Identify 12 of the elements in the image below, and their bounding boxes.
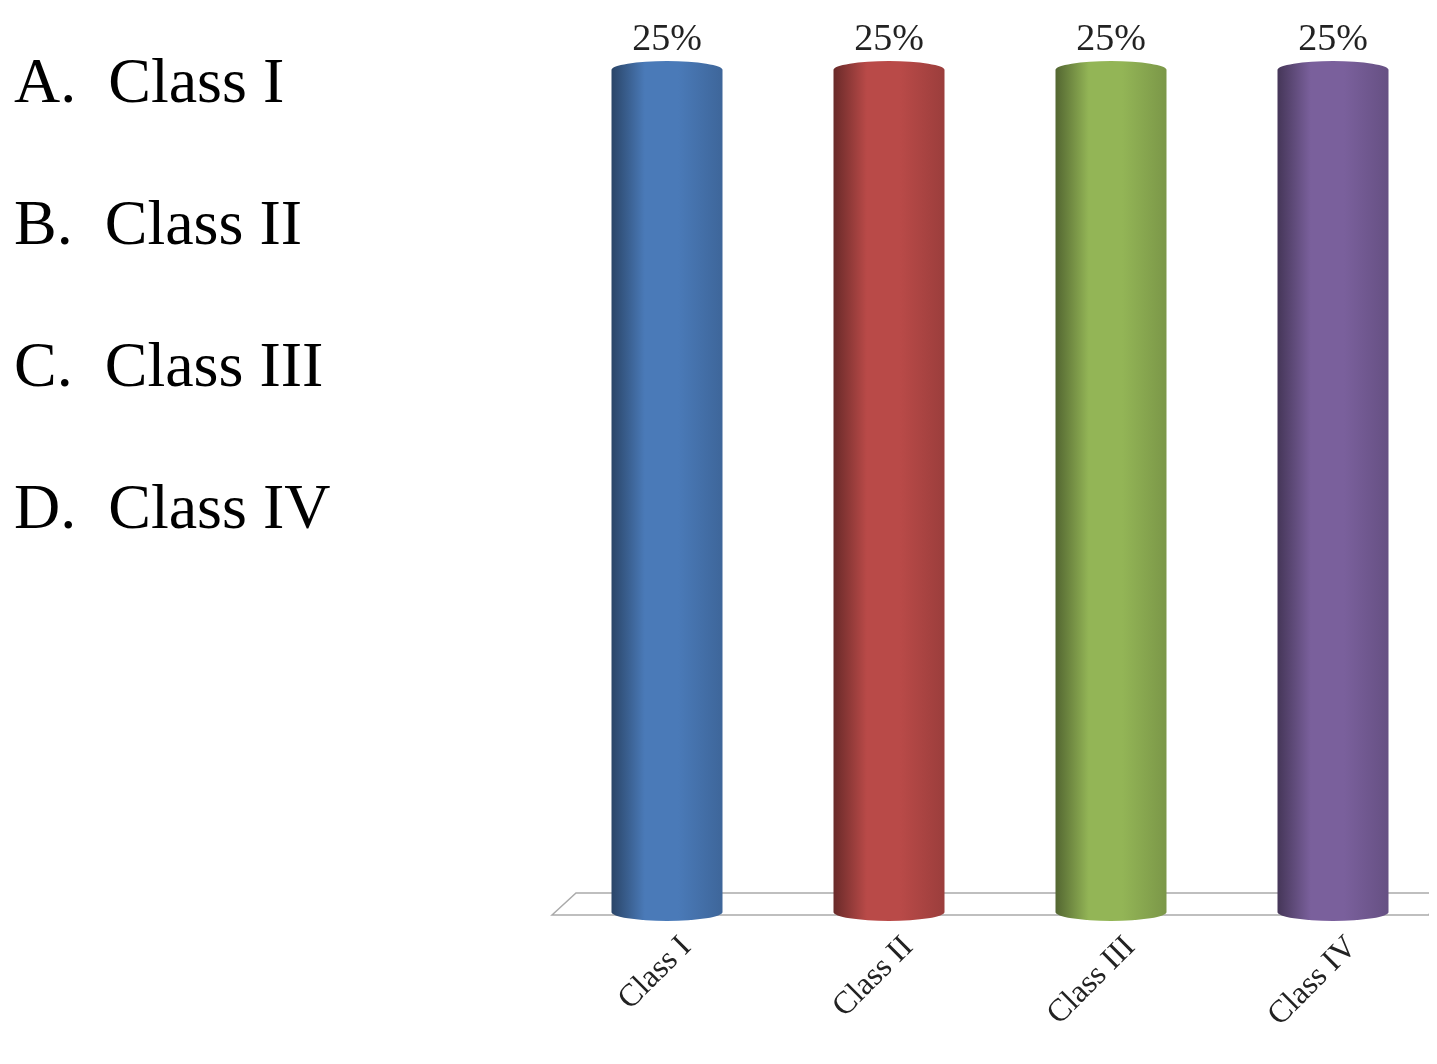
text: B. Class II — [14, 187, 302, 258]
text: A. Class I — [14, 45, 285, 116]
text: C. Class III — [14, 329, 324, 400]
data-label: 25% — [1076, 16, 1146, 58]
x-tick-label: Class III — [1038, 927, 1142, 1031]
data-label: 25% — [854, 16, 924, 58]
data-label: 25% — [632, 16, 702, 58]
text: D. Class IV — [14, 471, 331, 542]
x-tick-label: Class II — [823, 927, 920, 1023]
data-label: 25% — [1298, 16, 1368, 58]
x-tick-label: Class I — [609, 927, 698, 1016]
x-tick-label: Class IV — [1259, 927, 1364, 1032]
